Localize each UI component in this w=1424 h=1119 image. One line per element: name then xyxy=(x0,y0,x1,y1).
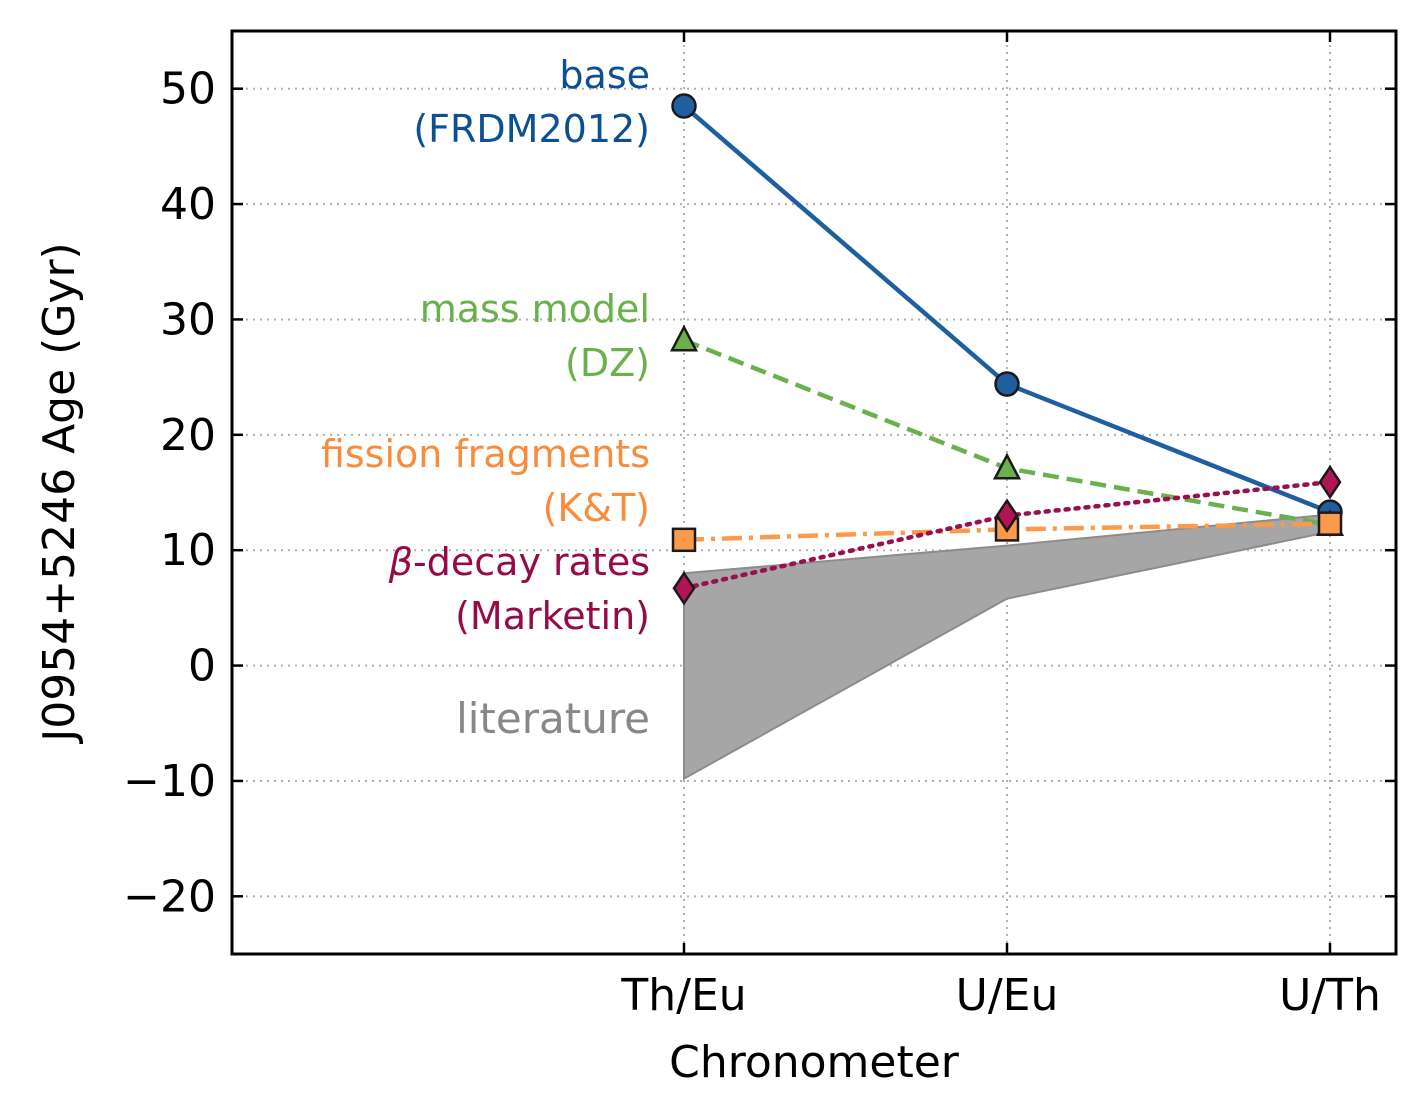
series-layer xyxy=(669,93,1345,606)
literature-label: literature xyxy=(456,694,650,743)
y-tick-label: 40 xyxy=(160,179,216,230)
series-label: (FRDM2012) xyxy=(413,107,650,151)
label-layer: base (FRDM2012) mass model (DZ) fission frag… xyxy=(321,53,650,743)
tick-layer: −20 −10 0 10 20 30 40 50 Th/Eu U/Eu U/Th xyxy=(123,31,1396,1021)
x-tick-label: Th/Eu xyxy=(620,970,746,1021)
y-tick-label: 10 xyxy=(160,525,216,576)
series-label: (DZ) xyxy=(565,341,650,385)
y-tick-label: 30 xyxy=(160,294,216,345)
y-tick-label: −20 xyxy=(123,871,216,922)
x-tick-label: U/Th xyxy=(1279,970,1381,1021)
series-label: (Marketin) xyxy=(455,594,650,638)
plot-frame xyxy=(230,29,1398,956)
x-tick-label: U/Eu xyxy=(956,970,1059,1021)
series-label: β-decay rates xyxy=(388,540,650,584)
data-point-triangle xyxy=(669,324,699,352)
data-point-square xyxy=(671,527,697,553)
series-label: fission fragments xyxy=(321,432,650,476)
x-axis-label: Chronometer xyxy=(669,1037,960,1088)
y-tick-label: −10 xyxy=(123,756,216,807)
data-point-square xyxy=(1317,511,1343,536)
series-label: base xyxy=(559,53,650,97)
data-point-triangle xyxy=(992,452,1022,480)
y-axis-label: J0954+5246 Age (Gyr) xyxy=(34,242,85,744)
data-point-diamond xyxy=(672,571,696,606)
data-point-diamond xyxy=(995,498,1019,533)
series-label: mass model xyxy=(420,287,650,331)
y-tick-label: 50 xyxy=(160,64,216,115)
data-point-circle xyxy=(671,93,697,119)
data-point-circle xyxy=(994,371,1020,397)
data-point-diamond xyxy=(1318,464,1342,500)
series-label: (K&T) xyxy=(543,486,650,530)
y-tick-label: 20 xyxy=(160,410,216,461)
y-tick-label: 0 xyxy=(188,641,216,692)
